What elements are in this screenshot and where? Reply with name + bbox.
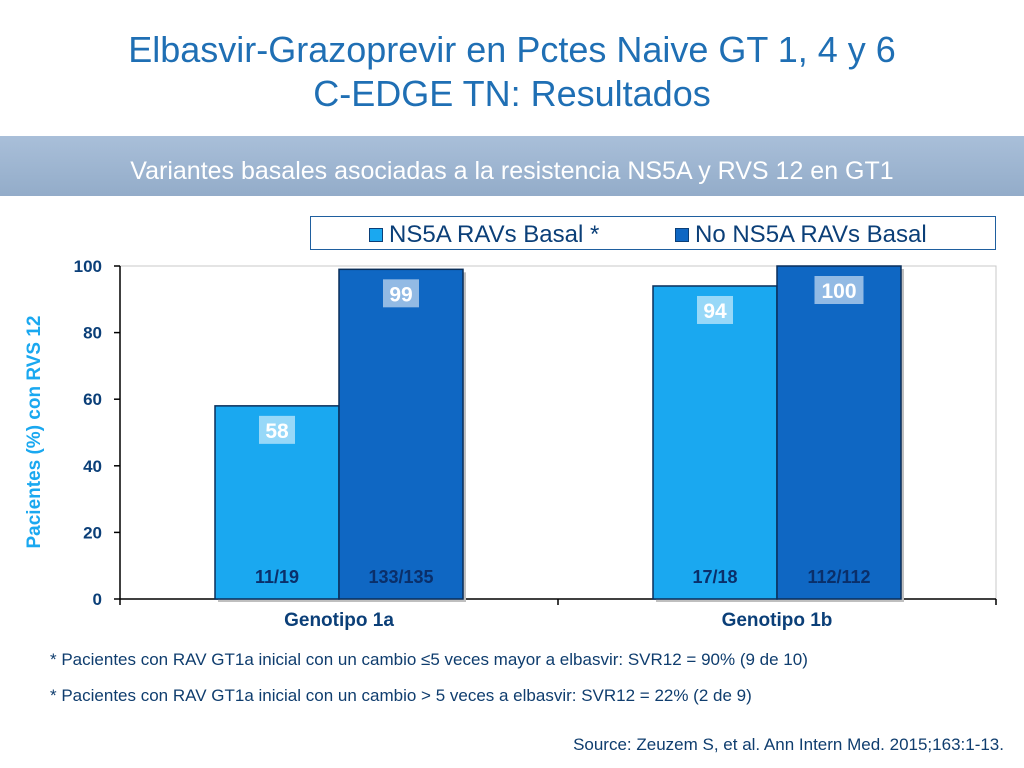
y-tick-label: 20 (83, 523, 102, 542)
subtitle-band (0, 136, 1024, 196)
data-label-box (814, 276, 864, 304)
x-category-label: Genotipo 1a (284, 610, 394, 631)
footnote-2: * Pacientes con RAV GT1a inicial con un … (50, 686, 752, 705)
legend-swatch-series2 (675, 228, 689, 242)
data-label: 100 (821, 280, 856, 303)
y-axis-label: Pacientes (%) con RVS 12 (24, 315, 45, 548)
slide-title: Elbasvir-Grazoprevir en Pctes Naive GT 1… (0, 28, 1024, 116)
fraction-label: 112/112 (807, 567, 870, 587)
y-tick-label: 60 (83, 390, 102, 409)
y-tick-label: 100 (74, 257, 102, 276)
title-line-1: Elbasvir-Grazoprevir en Pctes Naive GT 1… (128, 29, 896, 70)
bar-chart: Pacientes (%) con RVS 12 0 20 40 60 80 100 Gen… (24, 257, 997, 631)
legend-swatch-series1 (369, 228, 383, 242)
data-label-box (697, 295, 733, 324)
fraction-label: 133/135 (368, 567, 433, 587)
chart-legend: NS5A RAVs Basal * No NS5A RAVs Basal (310, 216, 996, 250)
chart-plot-area: 0 20 40 60 80 100 Genotipo 1a 58 11/19 99 133/135 G… (74, 257, 997, 631)
x-category-label: Genotipo 1b (722, 610, 833, 631)
data-label: 94 (703, 300, 727, 323)
data-label-box (259, 415, 295, 444)
data-label: 99 (389, 283, 412, 306)
legend-item-series1: NS5A RAVs Basal * (369, 221, 599, 249)
legend-label-series1: NS5A RAVs Basal * (389, 221, 600, 248)
title-line-2: C-EDGE TN: Resultados (313, 73, 711, 114)
bar (338, 268, 464, 600)
legend-label-series2: No NS5A RAVs Basal (695, 221, 927, 248)
footnote-1: * Pacientes con RAV GT1a inicial con un … (50, 650, 808, 669)
y-tick-label: 40 (83, 457, 102, 476)
fraction-label: 11/19 (255, 567, 299, 587)
data-label-box (383, 279, 419, 308)
y-tick-label: 80 (83, 324, 102, 343)
fraction-label: 17/18 (692, 567, 737, 587)
bar (214, 405, 340, 600)
bar (652, 285, 778, 600)
y-tick-label: 0 (93, 590, 102, 609)
slide-subtitle: Variantes basales asociadas a la resiste… (130, 157, 894, 185)
source-citation: Source: Zeuzem S, et al. Ann Intern Med.… (573, 735, 1004, 754)
legend-item-series2: No NS5A RAVs Basal (675, 221, 927, 249)
bar (776, 265, 902, 600)
data-label: 58 (265, 420, 289, 443)
